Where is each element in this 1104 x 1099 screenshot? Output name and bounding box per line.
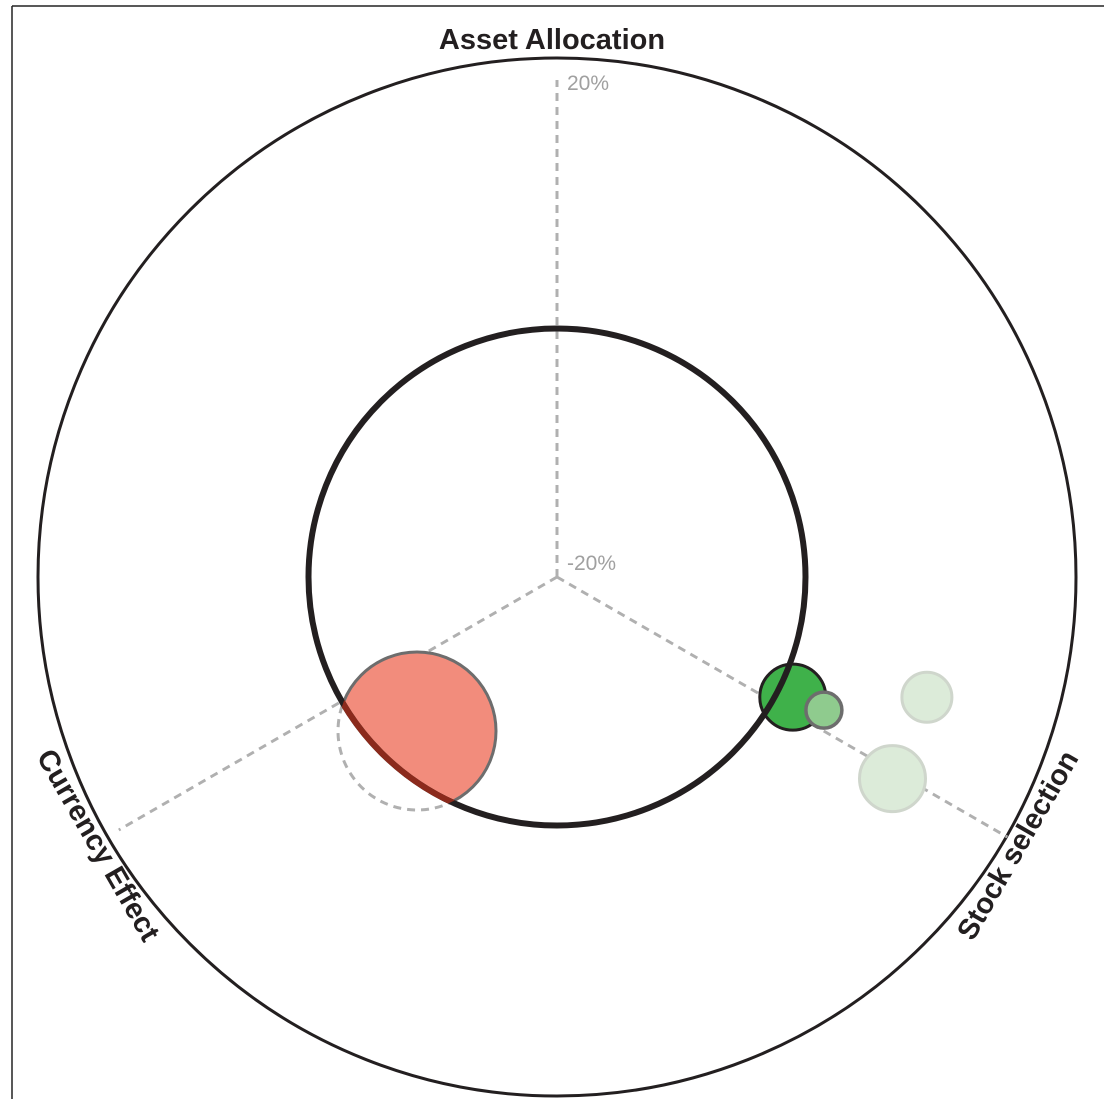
tick-label-max: 20% — [567, 72, 609, 95]
tick-label-min: -20% — [567, 552, 616, 575]
axis-line-currency-effect — [118, 575, 558, 832]
bubble-stock-selection-2 — [804, 690, 844, 730]
zero-reference-ring — [305, 325, 809, 829]
bubble-stock-selection-4 — [858, 744, 927, 814]
axis-title-stock-selection: Stock selection — [951, 745, 1085, 945]
axis-title-asset-allocation: Asset Allocation — [439, 24, 665, 56]
axes-layer — [118, 80, 1009, 839]
axis-title-currency-effect: Currency Effect — [30, 744, 166, 947]
bubble-stock-selection-3 — [900, 670, 954, 724]
outer-ring — [36, 56, 1078, 1098]
